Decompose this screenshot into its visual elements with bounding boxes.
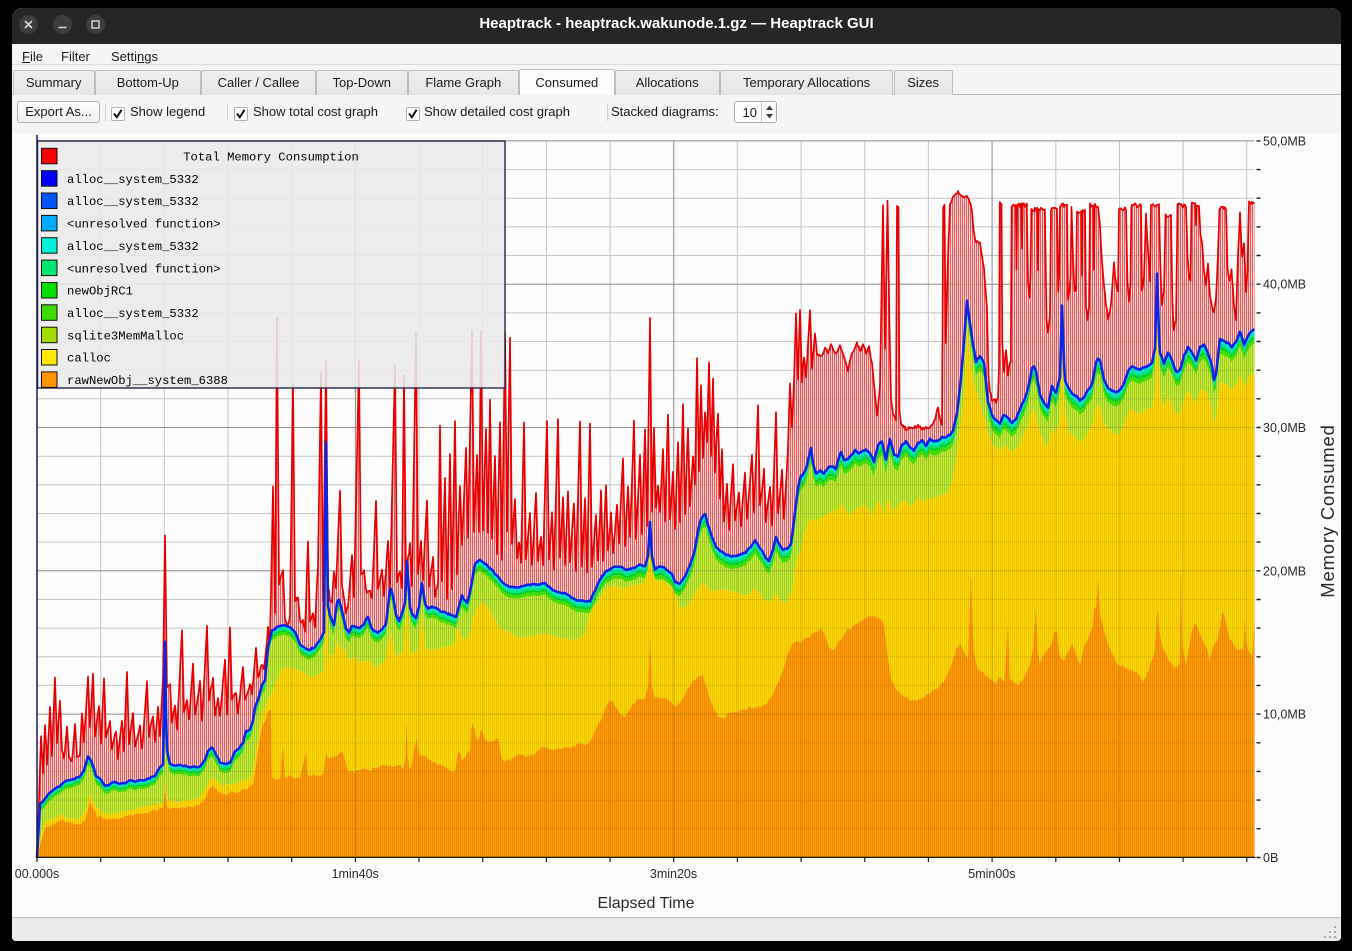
svg-text:Total Memory Consumption: Total Memory Consumption bbox=[183, 151, 359, 165]
svg-text:00.000s: 00.000s bbox=[15, 867, 59, 881]
svg-text:10,0MB: 10,0MB bbox=[1263, 708, 1306, 722]
svg-text:calloc: calloc bbox=[67, 352, 111, 366]
svg-text:newObjRC1: newObjRC1 bbox=[67, 285, 133, 299]
svg-text:20,0MB: 20,0MB bbox=[1263, 564, 1306, 578]
svg-text:Memory Consumed: Memory Consumed bbox=[1317, 424, 1338, 597]
svg-text:40,0MB: 40,0MB bbox=[1263, 278, 1306, 292]
svg-text:alloc__system_5332: alloc__system_5332 bbox=[67, 240, 199, 254]
svg-text:<unresolved function>: <unresolved function> bbox=[67, 262, 221, 276]
svg-text:0B: 0B bbox=[1263, 851, 1278, 865]
svg-text:3min20s: 3min20s bbox=[650, 867, 697, 881]
svg-text:Elapsed Time: Elapsed Time bbox=[598, 895, 695, 912]
svg-text:sqlite3MemMalloc: sqlite3MemMalloc bbox=[67, 329, 184, 343]
svg-text:50,0MB: 50,0MB bbox=[1263, 134, 1306, 148]
svg-text:1min40s: 1min40s bbox=[332, 867, 379, 881]
svg-text:alloc__system_5332: alloc__system_5332 bbox=[67, 307, 199, 321]
svg-text:30,0MB: 30,0MB bbox=[1263, 421, 1306, 435]
svg-text:alloc__system_5332: alloc__system_5332 bbox=[67, 173, 199, 187]
svg-text:5min00s: 5min00s bbox=[968, 867, 1015, 881]
svg-text:<unresolved function>: <unresolved function> bbox=[67, 218, 221, 232]
svg-text:alloc__system_5332: alloc__system_5332 bbox=[67, 195, 199, 209]
svg-text:rawNewObj__system_6388: rawNewObj__system_6388 bbox=[67, 374, 228, 388]
